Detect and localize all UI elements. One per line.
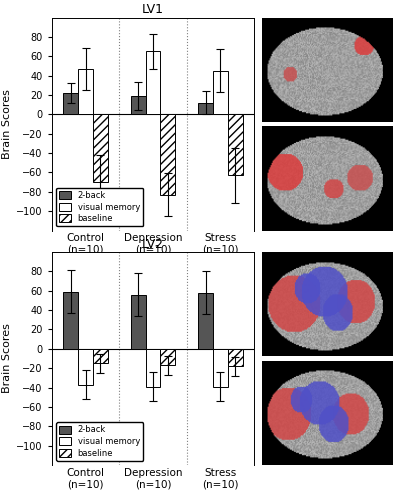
Bar — [228, 349, 243, 366]
Bar — [78, 69, 93, 114]
Title: LV2: LV2 — [142, 238, 164, 250]
Bar — [63, 292, 78, 349]
Bar — [160, 114, 175, 195]
Bar — [131, 294, 146, 349]
Bar — [93, 114, 108, 182]
Bar — [213, 349, 228, 387]
Legend: 2-back, visual memory, baseline: 2-back, visual memory, baseline — [56, 422, 143, 461]
Bar — [160, 349, 175, 365]
Y-axis label: Brain Scores: Brain Scores — [2, 89, 12, 159]
Bar — [78, 349, 93, 384]
Bar — [63, 93, 78, 114]
Title: LV1: LV1 — [142, 4, 164, 16]
Bar — [198, 292, 213, 349]
Bar — [93, 349, 108, 364]
Bar — [146, 52, 160, 114]
Bar — [131, 96, 146, 114]
Bar — [213, 71, 228, 115]
Legend: 2-back, visual memory, baseline: 2-back, visual memory, baseline — [56, 188, 143, 226]
Y-axis label: Brain Scores: Brain Scores — [2, 324, 12, 394]
Bar — [198, 102, 213, 115]
Bar — [228, 114, 243, 176]
Bar — [146, 349, 160, 387]
